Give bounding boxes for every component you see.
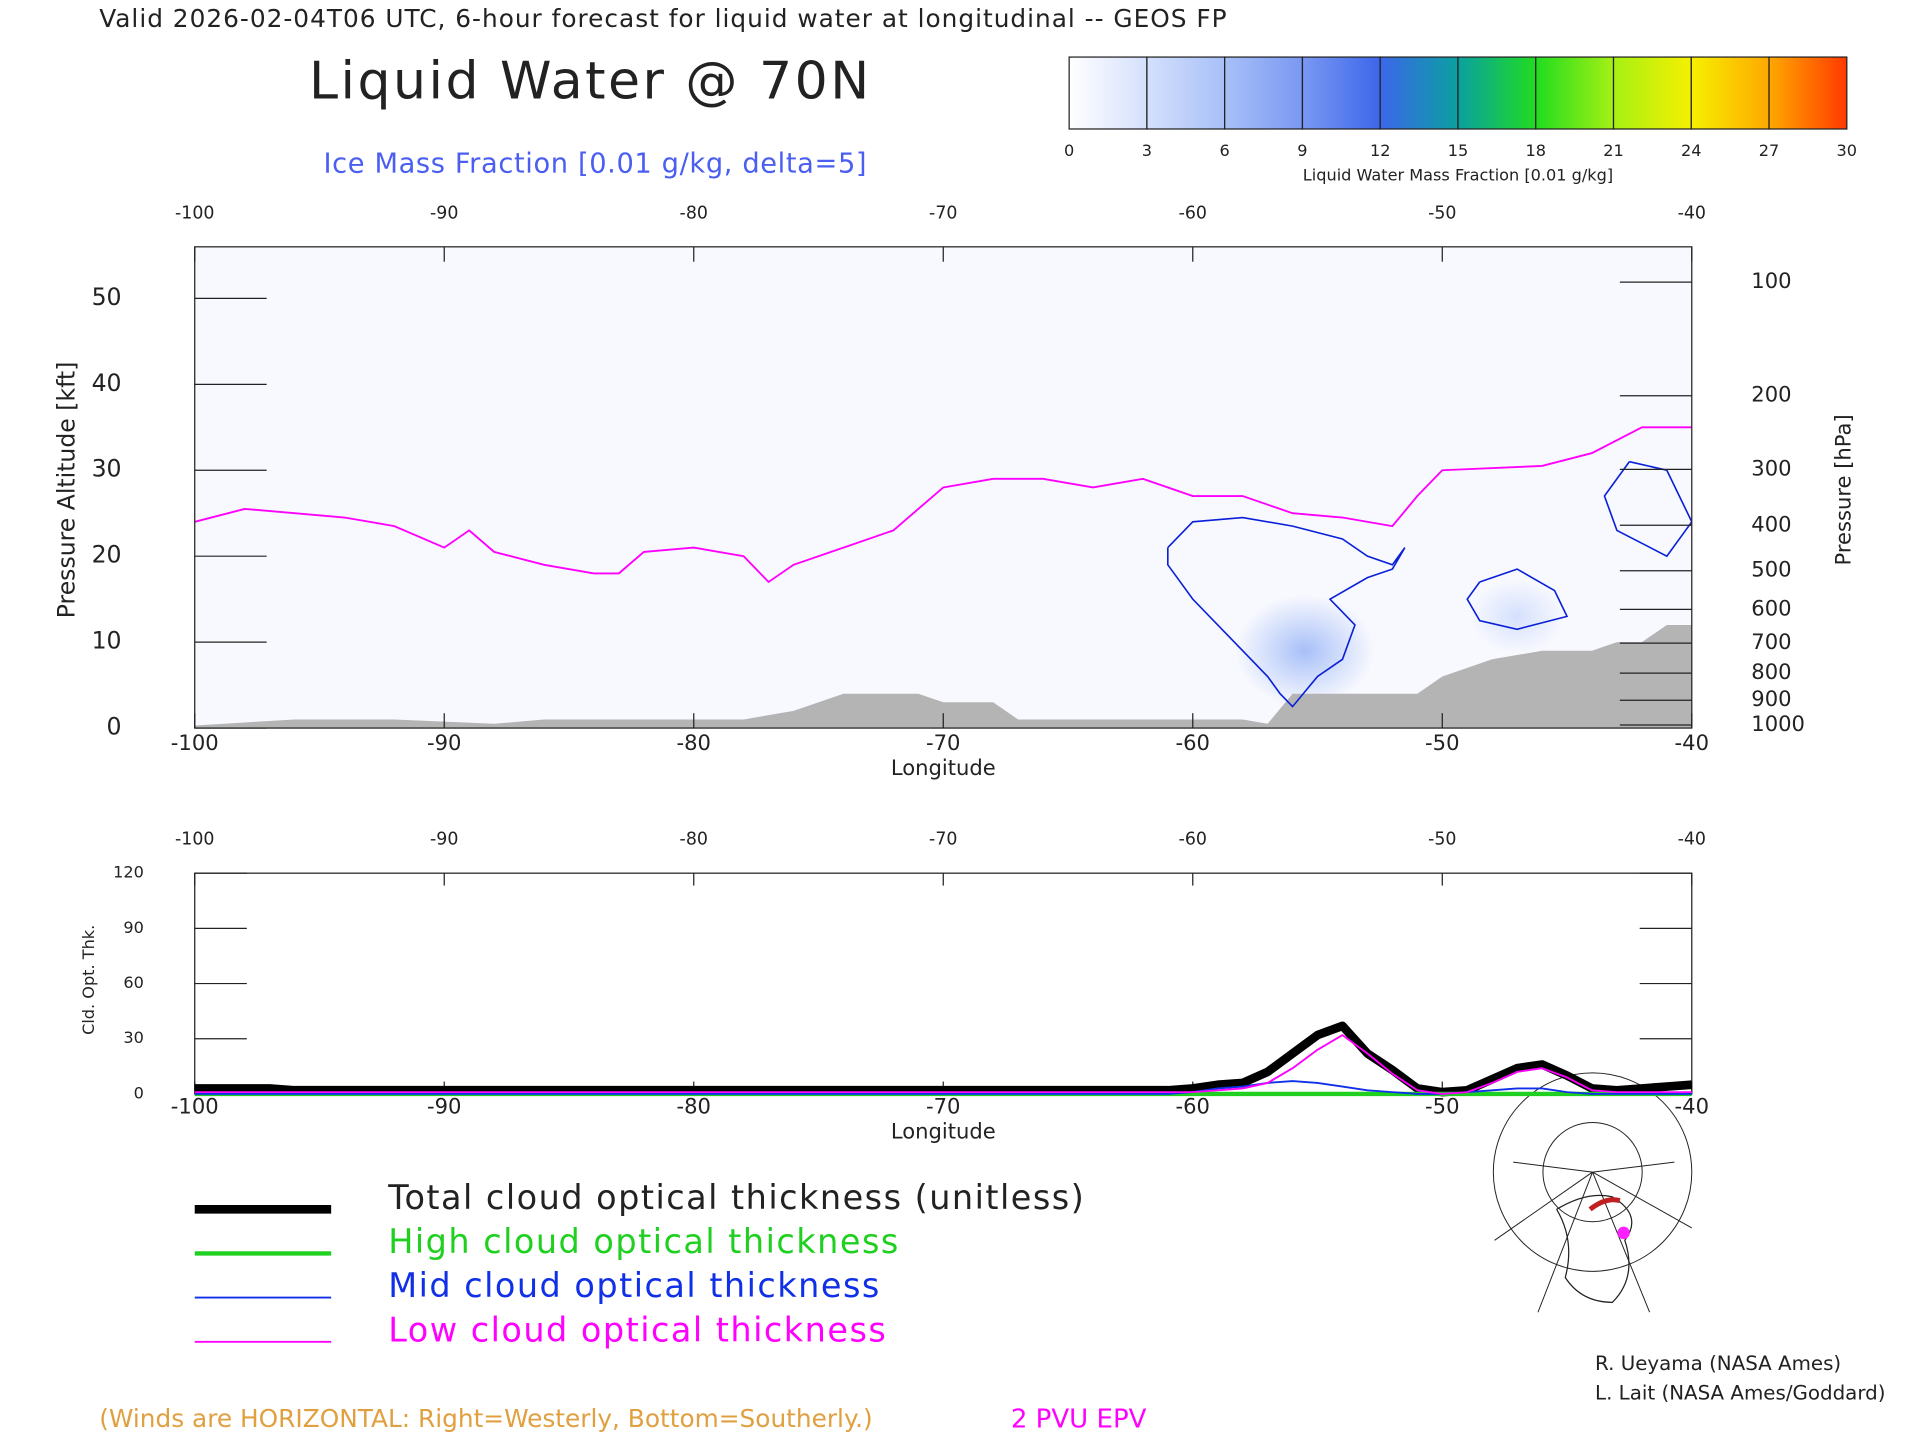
x-tick-label: -100 [171,730,219,755]
colorbar-tick-label: 30 [1837,141,1858,160]
credit: R. Ueyama (NASA Ames) [1595,1352,1841,1375]
y2-tick-label: 400 [1751,511,1791,536]
x-tick-label-top: -90 [430,203,458,223]
y-tick-label: 30 [123,1028,143,1047]
credit: L. Lait (NASA Ames/Goddard) [1595,1382,1885,1405]
colorbar-tick-label: 9 [1297,141,1307,160]
y2-axis-label: Pressure [hPa] [1830,414,1855,565]
x-tick-label-top: -70 [929,203,957,223]
x-tick-label-top: -40 [1678,203,1706,223]
colorbar-bin [1379,56,1459,130]
x-tick-label-top: -50 [1428,203,1456,223]
colorbar-bin [1224,56,1304,130]
x-tick-label-top: -40 [1678,830,1706,850]
pv-line [194,426,1692,584]
x-tick-label: -100 [171,1094,219,1119]
ice-contour [1466,568,1569,631]
x-tick-label: -80 [677,730,711,755]
colorbar-tick-label: 6 [1220,141,1230,160]
figure-title: Valid 2026-02-04T06 UTC, 6-hour forecast… [99,4,1227,33]
x-tick-label: -90 [427,1094,461,1119]
colorbar-bin [1690,56,1770,130]
ice-contour [1167,516,1406,708]
colorbar-bin [1301,56,1381,130]
x-tick-label-top: -90 [430,830,458,850]
wind-note: (Winds are HORIZONTAL: Right=Westerly, B… [99,1404,872,1433]
y2-tick-label: 1000 [1751,711,1805,736]
colorbar-bin [1457,56,1537,130]
y2-tick-label: 500 [1751,557,1791,582]
y-tick-label: 10 [92,627,122,655]
x-tick-label: -70 [926,730,960,755]
legend-label: Low cloud optical thickness [388,1310,887,1349]
y2-tick-label: 100 [1751,268,1791,293]
pv-legend: 2 PVU EPV [1011,1405,1147,1435]
chart-subtitle: Ice Mass Fraction [0.01 g/kg, delta=5] [324,148,868,179]
y-tick-label: 0 [134,1083,144,1102]
x-tick-label: -50 [1425,730,1459,755]
colorbar-tick-label: 12 [1370,141,1390,160]
legend-label: Mid cloud optical thickness [388,1266,881,1305]
y-tick-label: 0 [107,713,122,741]
x-tick-label-top: -80 [680,203,708,223]
colorbar-tick-label: 24 [1681,141,1702,160]
colorbar-tick-label: 0 [1064,141,1074,160]
y-tick-label: 120 [113,863,144,882]
y2-tick-label: 600 [1751,595,1791,620]
y2-tick-label: 900 [1751,686,1791,711]
x-tick-label-top: -50 [1428,830,1456,850]
x-tick-label: -40 [1675,1094,1709,1119]
colorbar-bin [1146,56,1226,130]
y-tick-label: 20 [92,541,122,569]
colorbar-tick-label: 18 [1526,141,1547,160]
x-tick-label: -70 [926,1094,960,1119]
ice-contour [1603,460,1692,558]
x-tick-label: -50 [1425,1094,1459,1119]
colorbar-bin [1068,56,1148,130]
series-line [194,1034,1692,1095]
x-tick-label: -60 [1176,1094,1210,1119]
x-tick-label: -40 [1675,730,1709,755]
legend-label: High cloud optical thickness [388,1222,900,1261]
colorbar-label: Liquid Water Mass Fraction [0.01 g/kg] [1303,166,1613,185]
y2-tick-label: 800 [1751,659,1791,684]
colorbar-tick-label: 3 [1142,141,1152,160]
colorbar-bin [1768,56,1848,130]
liquid-water [1469,579,1565,654]
x-tick-label-top: -80 [680,830,708,850]
x-tick-label-top: -70 [929,830,957,850]
locator-map [1492,1072,1693,1313]
x-tick-label-top: -100 [175,830,214,850]
plot-layer [194,426,1692,729]
liquid-water [1235,594,1375,707]
x-tick-label-top: -60 [1179,203,1207,223]
x-tick-label: -80 [677,1094,711,1119]
terrain [194,624,1692,729]
x-tick-label: -60 [1176,730,1210,755]
x-tick-label: -90 [427,730,461,755]
y-tick-label: 30 [92,455,122,483]
chart-title: Liquid Water @ 70N [309,51,872,111]
y-axis-label: Cld. Opt. Thk. [79,925,98,1035]
y2-tick-label: 700 [1751,629,1791,654]
y-axis-label: Pressure Altitude [kft] [53,362,81,619]
colorbar-tick-label: 21 [1603,141,1624,160]
legend-label: Total cloud optical thickness (unitless) [387,1178,1085,1217]
y2-tick-label: 300 [1751,455,1791,480]
colorbar-bin [1612,56,1692,130]
colorbar-tick-label: 27 [1759,141,1780,160]
colorbar-bin [1535,56,1615,130]
x-tick-label-top: -60 [1179,830,1207,850]
x-axis-label: Longitude [891,755,996,780]
x-axis-label: Longitude [891,1118,996,1143]
y-tick-label: 40 [92,369,122,397]
y-tick-label: 50 [92,283,122,311]
y2-tick-label: 200 [1751,382,1791,407]
x-tick-label-top: -100 [175,203,214,223]
y-tick-label: 90 [123,918,143,937]
colorbar-tick-label: 15 [1448,141,1469,160]
y-tick-label: 60 [123,973,143,992]
